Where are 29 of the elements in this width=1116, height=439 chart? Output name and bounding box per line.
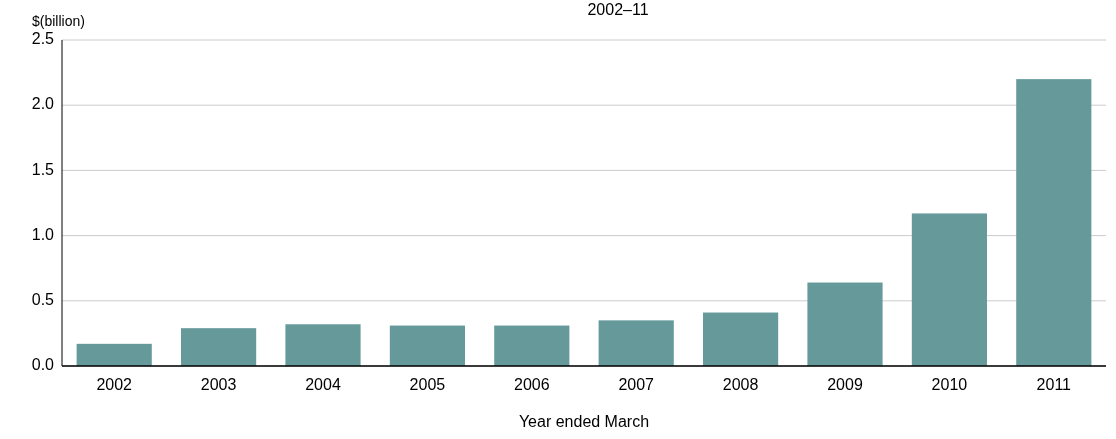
x-tick-label: 2004 xyxy=(305,376,341,393)
bar xyxy=(911,213,987,366)
bar xyxy=(703,312,779,366)
bar xyxy=(285,324,361,366)
bar xyxy=(181,328,257,366)
y-tick-label: 1.0 xyxy=(31,225,55,243)
y-tick-label: 2.0 xyxy=(31,95,55,113)
bar xyxy=(1016,79,1092,366)
x-axis-title: Year ended March xyxy=(518,413,650,430)
chart-title: 2002–11 xyxy=(587,1,649,19)
x-tick-label: 2003 xyxy=(200,376,237,393)
x-tick-label: 2002 xyxy=(96,376,133,393)
x-tick-label: 2005 xyxy=(409,376,446,393)
y-tick-label: 0.0 xyxy=(31,356,55,374)
y-tick-label: 1.5 xyxy=(31,160,55,178)
bar xyxy=(389,325,465,366)
x-tick-label: 2008 xyxy=(722,376,759,393)
x-tick-label: 2009 xyxy=(827,376,863,393)
x-tick-label: 2006 xyxy=(514,376,550,393)
y-axis-title: $(billion) xyxy=(32,13,85,29)
y-tick-label: 0.5 xyxy=(31,291,55,309)
x-tick-label: 2007 xyxy=(618,376,655,393)
x-tick-label: 2011 xyxy=(1036,376,1072,393)
bar xyxy=(598,320,674,366)
bar xyxy=(76,343,152,366)
y-tick-label: 2.5 xyxy=(31,30,55,48)
x-tick-label: 2010 xyxy=(931,376,968,393)
bar xyxy=(494,325,570,366)
bar xyxy=(807,282,883,366)
